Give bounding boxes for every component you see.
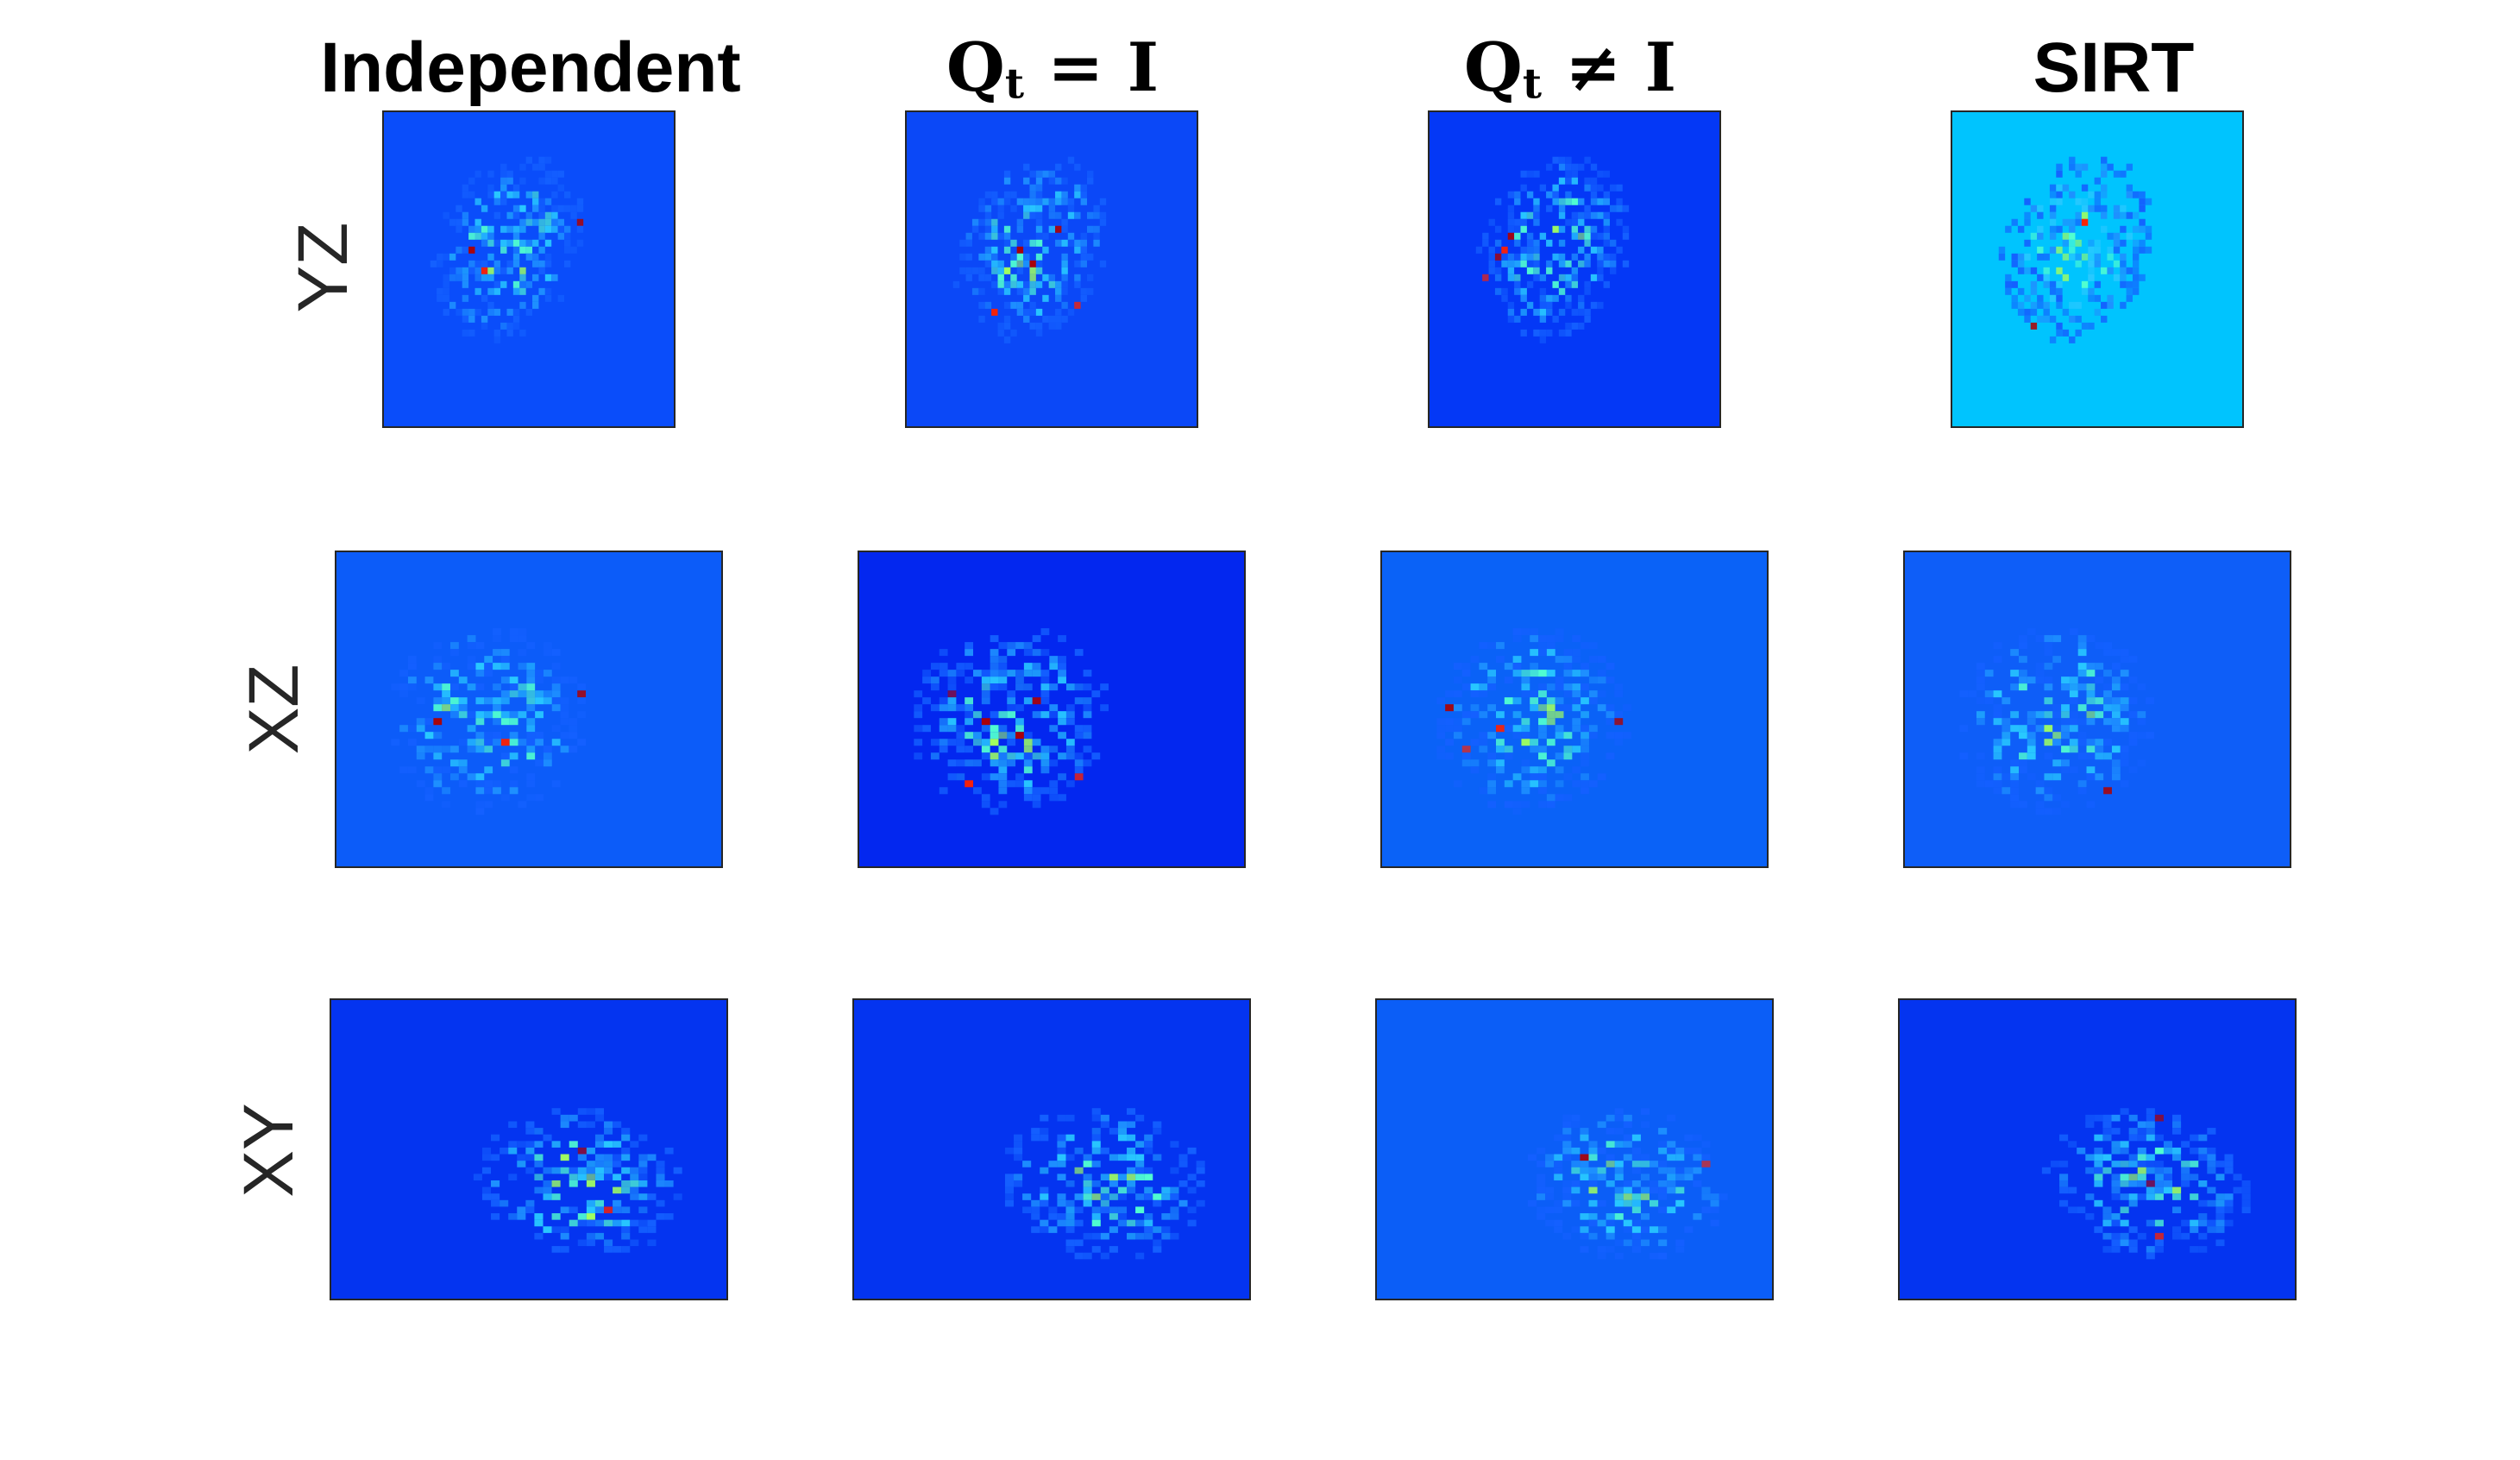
panel-xy-qt-equals-i	[852, 998, 1251, 1300]
slice-structure	[2041, 1108, 2251, 1260]
slice-structure	[1436, 628, 1632, 815]
panel-xz-qt-not-equal-i	[1380, 551, 1769, 868]
slice-structure	[1004, 1108, 1205, 1260]
slice-structure	[1475, 156, 1630, 343]
slice-structure	[1959, 628, 2155, 815]
panel-yz-qt-not-equal-i	[1428, 110, 1721, 428]
reconstruction-image	[1952, 112, 2242, 426]
panel-xy-independent	[330, 998, 728, 1300]
slice-structure	[914, 628, 1109, 815]
reconstruction-image	[1900, 1000, 2295, 1299]
panel-xz-sirt	[1903, 551, 2291, 868]
column-title-independent: Independent	[320, 28, 741, 107]
slice-background	[907, 112, 1197, 426]
title-t-subscript: t	[1522, 60, 1542, 109]
slice-structure	[1527, 1108, 1728, 1260]
reconstruction-image	[336, 552, 721, 866]
title-t-subscript: t	[1004, 60, 1024, 109]
column-title-qt-equals-i: Qt = I	[863, 21, 1242, 116]
panel-xz-independent	[335, 551, 723, 868]
slice-structure	[473, 1108, 682, 1253]
row-label-xz: XZ	[235, 664, 313, 755]
panel-xz-qt-equals-i	[858, 551, 1246, 868]
slice-background	[1905, 552, 2290, 866]
reconstruction-image	[331, 1000, 726, 1299]
reconstruction-image	[1905, 552, 2290, 866]
column-title-qt-not-equal-i: Qt ≠ I	[1380, 21, 1760, 116]
reconstruction-image	[1377, 1000, 1772, 1299]
slice-structure	[952, 156, 1107, 343]
slice-background	[854, 1000, 1249, 1299]
row-label-yz: YZ	[284, 222, 362, 313]
row-label-xy: XY	[229, 1103, 308, 1198]
panel-yz-qt-equals-i	[905, 110, 1198, 428]
title-equals-i: = I	[1023, 28, 1159, 107]
title-q-symbol: Q	[946, 28, 1005, 107]
slice-structure	[391, 628, 587, 815]
reconstruction-image	[1430, 112, 1719, 426]
column-title-sirt: SIRT	[2033, 28, 2195, 107]
slice-structure	[430, 156, 584, 343]
reconstruction-image	[907, 112, 1197, 426]
slice-background	[1952, 112, 2242, 426]
slice-structure	[1998, 156, 2152, 343]
panel-yz-independent	[382, 110, 676, 428]
panel-xy-qt-not-equal-i	[1375, 998, 1774, 1300]
reconstruction-image	[859, 552, 1244, 866]
panel-yz-sirt	[1951, 110, 2244, 428]
reconstruction-image	[854, 1000, 1249, 1299]
title-not-equal-i: ≠ I	[1541, 28, 1677, 107]
slice-background	[384, 112, 674, 426]
panel-xy-sirt	[1898, 998, 2297, 1300]
reconstruction-image	[1382, 552, 1767, 866]
title-q-symbol: Q	[1463, 28, 1523, 107]
reconstruction-image	[384, 112, 674, 426]
